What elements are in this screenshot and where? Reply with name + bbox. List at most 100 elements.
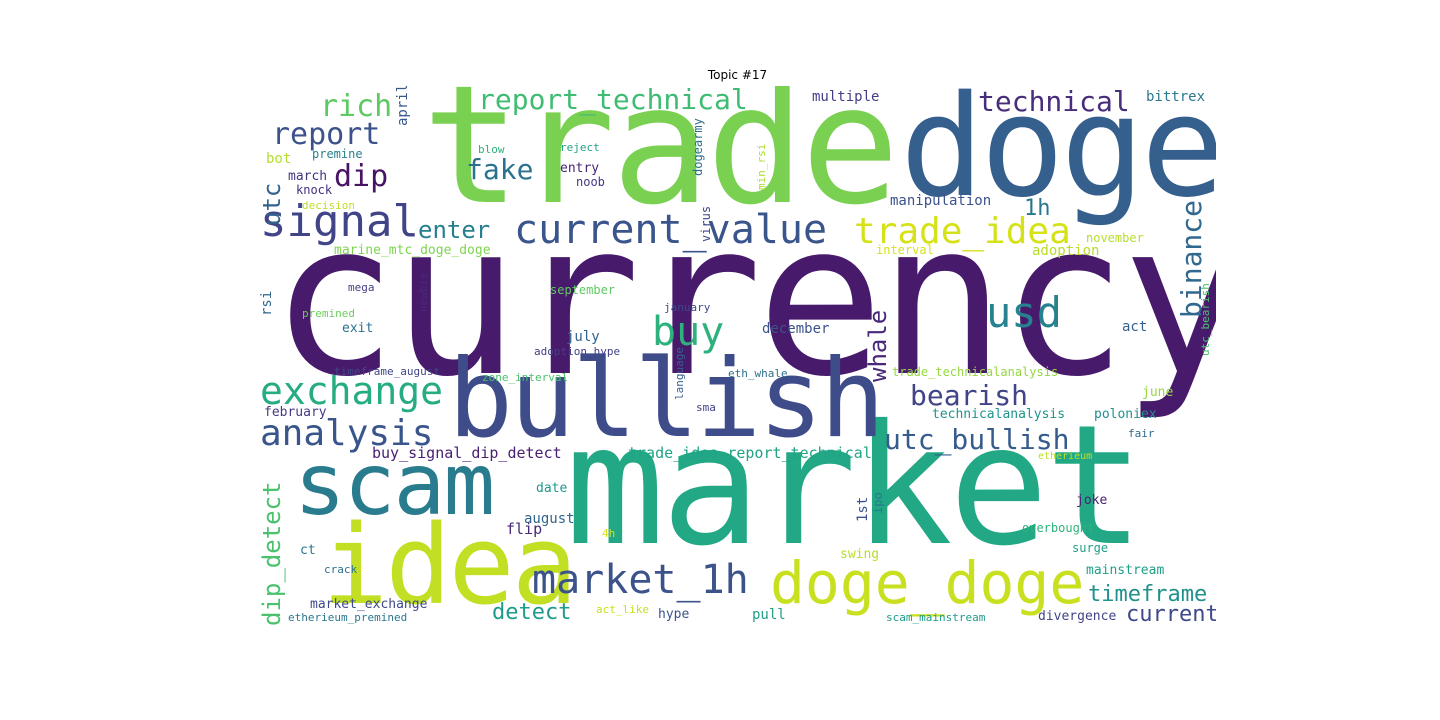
word-joke: joke (1076, 493, 1108, 508)
word-report: report (272, 117, 381, 152)
word-etherieum_premined: etherieum_premined (288, 611, 408, 624)
word-scam_mainstream: scam_mainstream (886, 611, 986, 624)
word-current: current (1126, 602, 1216, 627)
word-virus: virus (699, 205, 713, 242)
word-market_exchange: market_exchange (310, 597, 428, 612)
word-current_value: current_value (514, 207, 828, 253)
word-march: march (288, 169, 328, 184)
word-premined: premined (302, 307, 355, 320)
word-premine: premine (312, 147, 363, 161)
word-detect: detect (492, 600, 572, 625)
word-january: january (664, 301, 711, 314)
word-report_technical: report_technical (478, 86, 748, 116)
word-mega: mega (348, 281, 375, 294)
word-november: november (1086, 231, 1144, 245)
word-4h: 4h (602, 527, 616, 540)
chart-title: Topic #17 (707, 68, 768, 82)
word-december: december (762, 321, 830, 337)
word-exit: exit (342, 321, 374, 336)
word-adoption_hype: adoption_hype (534, 345, 621, 358)
word-utc_bearish: utc_bearish (1199, 283, 1212, 356)
word-etherieum: etherieum (1038, 451, 1093, 462)
word-zone_interval: zone_interval (482, 371, 569, 384)
word-rsi: rsi (260, 290, 275, 316)
word-language: language (673, 347, 686, 400)
word-bullish: bullish (448, 337, 885, 462)
word-doge: doge (900, 86, 1216, 229)
word-timeframe_august: timeframe_august (334, 365, 440, 378)
word-technicalanalysis: technicalanalysis (932, 407, 1066, 422)
word-bittrex: bittrex (1146, 89, 1206, 105)
word-whale: whale (864, 309, 892, 382)
word-timeframe: timeframe (1088, 582, 1208, 607)
word-1h: 1h (1024, 196, 1051, 221)
word-dip: dip (334, 159, 389, 194)
word-divergence: divergence (1038, 609, 1117, 624)
word-july: july (566, 329, 600, 345)
word-blow: blow (478, 143, 505, 156)
word-pull: pull (752, 607, 786, 623)
word-dip_detect: dip_detect (260, 481, 286, 627)
word-hype: hype (658, 607, 690, 622)
word-trade_idea_report_technical: trade_idea_report_technical (628, 444, 872, 462)
word-date: date (536, 481, 568, 496)
word-knock: knock (296, 183, 333, 197)
word-exchange: exchange (260, 369, 444, 413)
word-1st: 1st (855, 496, 871, 522)
word-september: september (550, 283, 616, 297)
word-noob: noob (576, 175, 605, 189)
word-fake: fake (466, 153, 534, 186)
word-idea: idea (322, 501, 578, 629)
word-technical: technical (978, 86, 1130, 118)
word-market: market (565, 390, 1145, 583)
word-mainstream: mainstream (1086, 563, 1165, 578)
word-surge: surge (1072, 541, 1109, 555)
word-act: act (1122, 319, 1148, 335)
word-ipo: ipo (871, 492, 885, 514)
word-sma: sma (696, 401, 716, 414)
word-min_rsi: min_rsi (755, 143, 768, 190)
word-utc: utc (260, 182, 286, 226)
word-bot: bot (266, 151, 292, 167)
word-overbought: overbought (1022, 521, 1095, 535)
word-scam: scam (294, 435, 495, 535)
word-enter: enter (418, 216, 491, 244)
word-manipulation: manipulation (890, 193, 992, 209)
word-february: february (264, 405, 327, 420)
word-act_like: act_like (596, 603, 649, 616)
word-bearish: bearish (910, 379, 1029, 412)
word-rich: rich (320, 89, 393, 124)
word-decision: decision (302, 199, 355, 212)
word-reject: reject (560, 141, 600, 154)
word-flip: flip (506, 520, 543, 538)
word-usd: usd (986, 288, 1062, 337)
word-trade_idea: trade_idea (854, 211, 1071, 252)
word-marine_mtc_doge_doge: marine_mtc_doge_doge (334, 243, 491, 258)
word-adoption: adoption (1032, 243, 1100, 259)
word-eth_whale: eth_whale (728, 367, 788, 380)
word-crack: crack (324, 563, 358, 576)
word-poloniex: poloniex (1094, 407, 1157, 422)
word-market_1h: market_1h (532, 557, 749, 603)
word-signal: signal (260, 196, 419, 247)
word-multiple: multiple (812, 89, 880, 105)
word-analysis: analysis (260, 413, 434, 454)
word-buy: buy (652, 309, 725, 355)
word-fair: fair (1128, 427, 1155, 440)
word-trade_technicalanalysis: trade_technicalanalysis (892, 365, 1059, 379)
word-buy_signal_dip_detect: buy_signal_dip_detect (372, 444, 562, 462)
word-cloud: currency trade doge market bullish idea … (260, 86, 1216, 630)
word-interval: interval (876, 243, 934, 257)
word-utc_bullish: utc_bullish (884, 423, 1070, 456)
word-august: august (524, 511, 575, 527)
word-trade: trade (422, 86, 900, 241)
word-june: june (1142, 385, 1174, 400)
word-april: april (395, 86, 411, 126)
word-currency: currency (270, 176, 1216, 423)
word-doge_doge: doge_doge (770, 549, 1085, 617)
word-ct: ct (300, 543, 316, 558)
word-dogearmy: dogearmy (691, 118, 705, 176)
word-entry: entry (560, 161, 600, 176)
word-newbie: newbie (417, 272, 430, 312)
word-swing: swing (840, 547, 880, 562)
